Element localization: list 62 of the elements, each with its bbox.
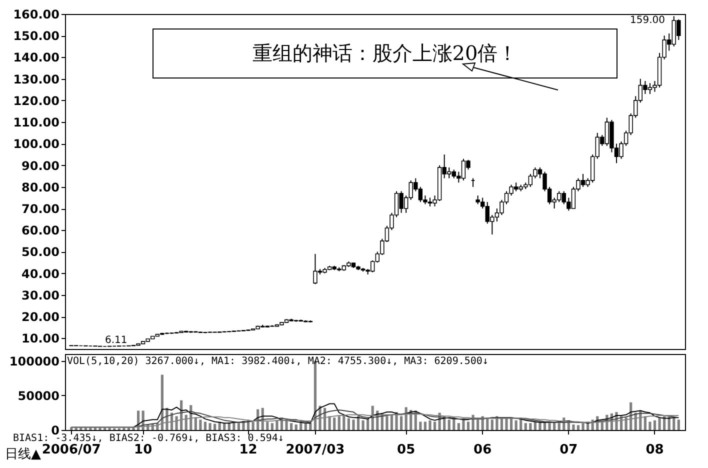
x-tick-label: 10 xyxy=(134,442,152,458)
y-tick-label: 80.00 xyxy=(22,180,60,194)
bar xyxy=(648,422,652,430)
annotation: 159.00 xyxy=(630,15,665,26)
y-tick-label: 50.00 xyxy=(22,245,60,260)
bar xyxy=(424,422,427,430)
annotation: 重组的神话：股介上涨20倍！ xyxy=(252,41,518,65)
bar xyxy=(576,425,580,430)
bar xyxy=(529,423,532,430)
bar xyxy=(653,420,656,430)
y-tick-label: 140.00 xyxy=(13,50,60,65)
bar xyxy=(677,420,680,430)
y-tick-label: 100000 xyxy=(9,354,60,368)
bar xyxy=(362,420,364,430)
bar xyxy=(214,424,216,430)
y-tick-label: 120.00 xyxy=(13,94,60,108)
bar xyxy=(672,418,676,430)
bar xyxy=(309,423,312,430)
bar xyxy=(223,423,226,430)
bar xyxy=(352,420,355,430)
bar xyxy=(466,422,470,430)
bar xyxy=(208,423,212,430)
x-tick-label: 2007/03 xyxy=(286,442,345,458)
bar xyxy=(347,418,350,430)
bar xyxy=(294,424,298,430)
bar xyxy=(524,423,527,430)
annotation: 6.11 xyxy=(105,335,128,346)
y-tick-label: 10.00 xyxy=(22,332,60,346)
x-tick-label: 05 xyxy=(397,442,416,458)
y-tick-label: 100.00 xyxy=(13,137,60,152)
y-tick-label: 20.00 xyxy=(22,310,60,324)
y-tick-label: 30.00 xyxy=(22,288,60,302)
bar xyxy=(534,422,536,430)
bar xyxy=(237,423,240,430)
y-tick-label: 130.00 xyxy=(13,72,60,86)
bar xyxy=(366,418,370,430)
text: 日线▲ xyxy=(5,447,41,462)
x-tick-label: 12 xyxy=(239,442,258,458)
y-tick-label: 50000 xyxy=(18,388,60,403)
bar xyxy=(204,422,207,430)
y-tick-label: 60.00 xyxy=(22,224,60,238)
y-tick-label: 150.00 xyxy=(13,29,60,44)
bar xyxy=(572,424,575,430)
bar xyxy=(304,424,307,430)
y-tick-label: 40.00 xyxy=(22,266,60,281)
x-tick-label: 08 xyxy=(646,442,664,458)
y-tick-label: 90.00 xyxy=(22,158,60,173)
annotation: VOL(5,10,20) 3267.000↓, MA1: 3982.400↓, MA2: 4755.300↓, MA3: 6209.500↓ xyxy=(67,356,488,367)
bar xyxy=(419,422,422,430)
bar xyxy=(457,423,460,430)
y-tick-label: 0 xyxy=(51,424,60,438)
x-tick-label: 06 xyxy=(474,442,492,458)
bar xyxy=(290,423,293,430)
y-tick-label: 110.00 xyxy=(13,116,60,130)
bar xyxy=(448,420,450,430)
x-tick-label: 07 xyxy=(560,442,578,458)
bar xyxy=(548,423,551,430)
bar xyxy=(428,420,432,430)
x-tick-label: 2006/07 xyxy=(42,442,101,458)
bar xyxy=(433,422,436,430)
y-tick-label: 70.00 xyxy=(22,202,60,216)
y-tick-label: 160.00 xyxy=(13,8,60,22)
